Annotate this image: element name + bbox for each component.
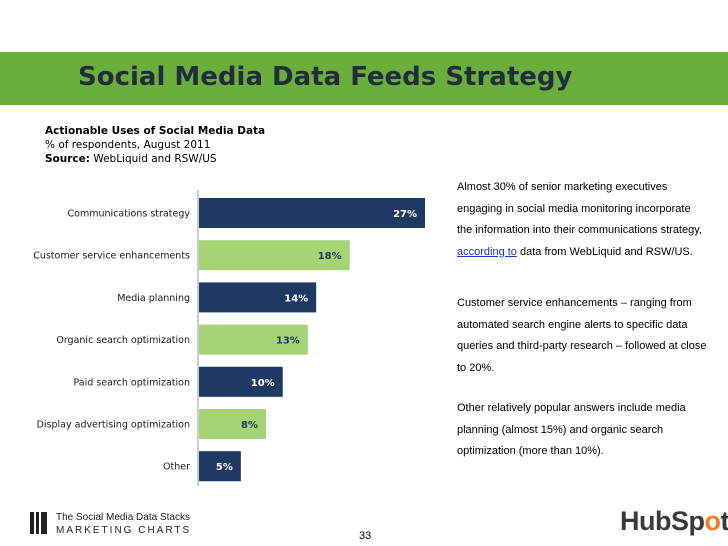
category-label-6: Other: [163, 462, 190, 473]
logo-name: MARKETING CHARTS: [56, 525, 192, 536]
category-label-2: Media planning: [117, 293, 190, 304]
hubspot-logo-part-2: t: [720, 506, 728, 536]
side-p1-text-end: data from WebLiquid and RSW/US.: [520, 245, 693, 258]
value-label-5: 8%: [241, 420, 258, 431]
side-paragraph-2: Customer service enhancements – ranging …: [457, 297, 707, 374]
category-label-5: Display advertising optimization: [37, 420, 190, 431]
side-paragraph-3: Other relatively popular answers include…: [457, 402, 686, 457]
value-label-3: 13%: [276, 336, 300, 347]
logo-tagline: The Social Media Data Stacks: [56, 512, 190, 523]
according-to-link[interactable]: according to: [457, 245, 517, 258]
hubspot-logo-part-1: HubSp: [620, 506, 705, 536]
value-label-4: 10%: [251, 378, 275, 389]
hubspot-logo-sprocket-o: o: [704, 506, 722, 536]
category-label-0: Communications strategy: [68, 209, 191, 220]
bar-2: [199, 282, 317, 313]
bar-3: [199, 324, 308, 355]
bar-6: [199, 451, 241, 482]
bar-5: [199, 409, 266, 439]
value-label-0: 27%: [393, 209, 417, 220]
source-label: Source:: [45, 153, 90, 165]
page-number: 33: [359, 530, 372, 542]
bar-1: [199, 240, 350, 271]
side-paragraph-1: Almost 30% of senior marketing executive…: [457, 177, 707, 263]
chart-subtitle: % of respondents, August 2011: [45, 139, 211, 151]
value-label-2: 14%: [284, 293, 308, 304]
value-label-6: 5%: [216, 462, 233, 473]
side-p1-text: Almost 30% of senior marketing executive…: [457, 181, 702, 236]
hubspot-logo: HubSpot: [620, 506, 728, 537]
slide-title: Social Media Data Feeds Strategy: [78, 62, 573, 92]
value-label-1: 18%: [318, 251, 342, 262]
source-text: WebLiquid and RSW/US: [93, 153, 217, 165]
title-bar: [0, 52, 728, 105]
chart-source: Source: WebLiquid and RSW/US: [45, 153, 217, 165]
bar-0: [199, 198, 425, 228]
category-label-4: Paid search optimization: [74, 377, 191, 388]
category-label-3: Organic search optimization: [56, 335, 190, 346]
bar-chart: Communications strategy 27% Customer servi…: [33, 190, 425, 486]
chart-title: Actionable Uses of Social Media Data: [45, 125, 266, 137]
category-label-1: Customer service enhancements: [33, 251, 190, 262]
bar-4: [199, 366, 283, 397]
bar-stack-icon: [30, 512, 50, 534]
